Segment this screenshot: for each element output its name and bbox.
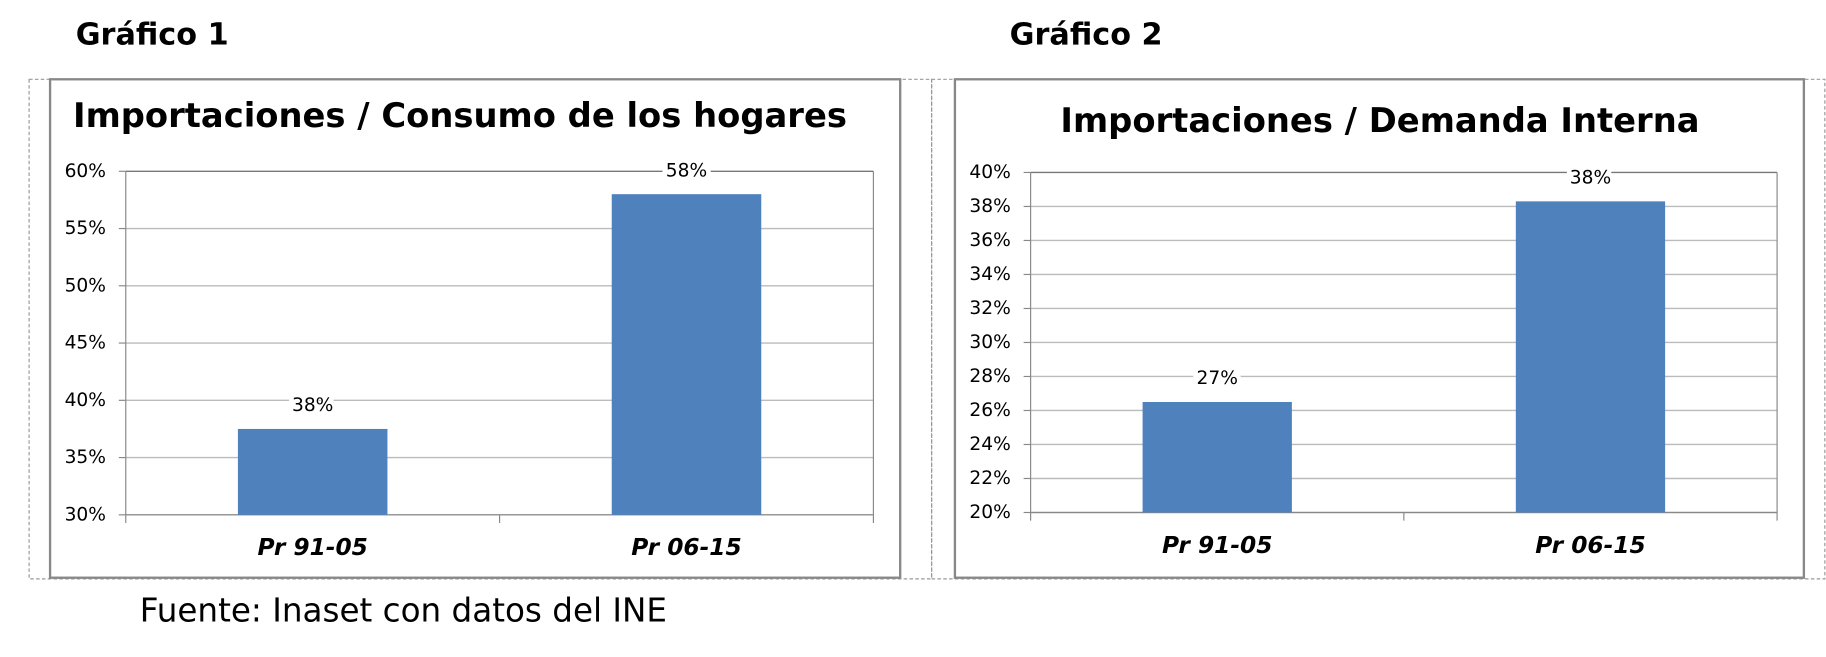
y-tick-label: 40% <box>969 162 1010 183</box>
y-tick-label: 60% <box>65 161 106 182</box>
y-tick-label: 30% <box>969 332 1010 353</box>
outer-frame <box>931 78 1826 580</box>
x-tick-label: Pr 91-05 <box>257 534 367 561</box>
bar <box>1515 201 1666 513</box>
y-tick-label: 34% <box>969 264 1010 285</box>
value-label: 38% <box>1570 168 1611 189</box>
y-tick-label: 55% <box>65 218 106 239</box>
chart-caption: Gráfico 1 <box>76 18 229 53</box>
y-tick-label: 45% <box>65 333 106 354</box>
y-tick-label: 50% <box>65 275 106 296</box>
bar <box>611 194 762 515</box>
chart-frame <box>953 78 1806 579</box>
x-tick-label: Pr 91-05 <box>1162 532 1272 559</box>
x-tick-label: Pr 06-15 <box>631 534 741 561</box>
bar <box>1142 401 1292 513</box>
value-label: 27% <box>1197 368 1238 389</box>
y-tick-label: 28% <box>969 366 1010 387</box>
chart-frame <box>48 78 902 579</box>
y-tick-label: 26% <box>969 400 1010 421</box>
source: Fuente: Inaset con datos del INE <box>140 592 667 630</box>
y-tick-label: 35% <box>65 447 106 468</box>
x-tick-label: Pr 06-15 <box>1535 532 1645 559</box>
value-label: 38% <box>292 395 333 416</box>
y-tick-label: 36% <box>969 230 1010 251</box>
chart-caption: Gráfico 2 <box>1010 18 1163 53</box>
y-tick-label: 22% <box>969 468 1010 489</box>
y-tick-label: 24% <box>969 434 1010 455</box>
y-tick-label: 30% <box>65 504 106 525</box>
y-tick-label: 32% <box>969 298 1010 319</box>
chart-title: Importaciones / Demanda Interna <box>1060 101 1699 140</box>
bar <box>237 428 388 515</box>
y-tick-label: 40% <box>65 390 106 411</box>
y-tick-label: 38% <box>969 196 1010 217</box>
y-tick-label: 20% <box>969 502 1010 523</box>
value-label: 58% <box>666 160 707 181</box>
chart-title: Importaciones / Consumo de los hogares <box>73 96 847 135</box>
